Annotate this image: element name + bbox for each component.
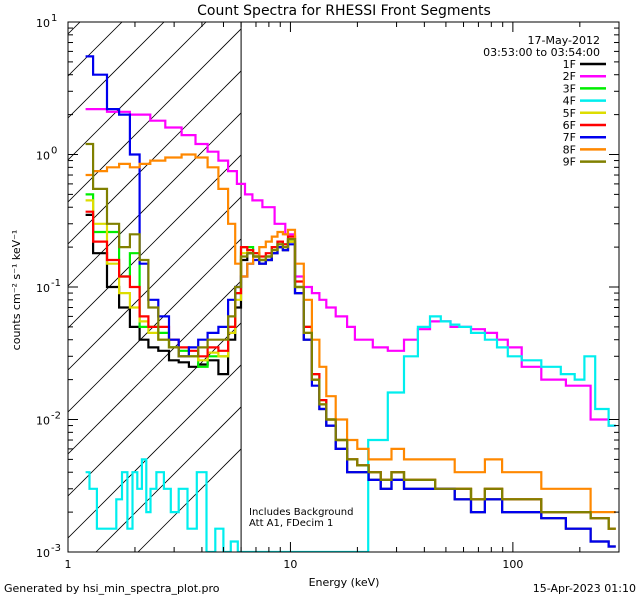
hatch-line	[68, 28, 242, 203]
y-tick-exponent: 1	[51, 13, 57, 24]
y-tick-base: 10	[36, 415, 50, 428]
y-tick-exponent: 0	[51, 146, 57, 157]
legend-entry-8f: 8F	[563, 143, 606, 156]
legend: 17-May-2012 03:53:00 to 03:54:00 1F2F3F4…	[483, 34, 606, 169]
y-tick-exponent: -3	[51, 543, 61, 554]
legend-entry-7f: 7F	[563, 131, 606, 144]
x-tick-label: 100	[502, 558, 523, 571]
legend-label: 6F	[563, 119, 576, 132]
attenuated-region-hatch	[68, 22, 242, 552]
hatch-line	[68, 22, 207, 161]
x-tick-labels: 1 10 100	[65, 558, 524, 571]
legend-label: 3F	[563, 82, 576, 95]
y-tick-exponent: -1	[51, 278, 61, 289]
hatch-line	[68, 112, 242, 287]
hatch-line	[68, 238, 242, 413]
legend-label: 9F	[563, 156, 576, 169]
legend-entry-6f: 6F	[563, 119, 606, 132]
series-6f-line	[85, 210, 616, 530]
y-tick-exponent: -2	[51, 411, 61, 422]
y-tick-base: 10	[36, 150, 50, 163]
legend-label: 8F	[563, 143, 576, 156]
legend-label: 1F	[563, 58, 576, 71]
legend-entry-9f: 9F	[563, 156, 606, 169]
legend-entry-1f: 1F	[563, 58, 606, 71]
series-layer	[85, 55, 616, 552]
y-tick-label: 10 -1	[36, 278, 61, 295]
y-tick-label: 10 0	[36, 146, 57, 163]
series-5f-line	[85, 199, 616, 530]
series-8f-line	[85, 153, 616, 514]
y-tick-base: 10	[36, 547, 50, 560]
axis-ticks	[67, 21, 620, 553]
series-2f-line	[85, 108, 616, 427]
legend-label: 4F	[563, 95, 576, 108]
hatch-line	[68, 196, 242, 371]
hatch-line	[68, 70, 242, 245]
y-tick-base: 10	[36, 17, 50, 30]
x-tick-label: 10	[283, 558, 297, 571]
legend-label: 2F	[563, 70, 576, 83]
series-3f-line	[85, 193, 616, 530]
series-9f-line	[85, 142, 616, 530]
legend-time-range: 03:53:00 to 03:54:00	[483, 46, 600, 59]
y-axis-label: counts cm⁻² s⁻¹ keV⁻¹	[10, 230, 23, 351]
y-tick-label: 10 -3	[36, 543, 61, 560]
y-tick-label: 10 1	[36, 13, 57, 30]
x-tick-label: 1	[65, 558, 72, 571]
annotation-attenuator: Att A1, FDecim 1	[249, 518, 333, 529]
y-tick-label: 10 -2	[36, 411, 61, 428]
chart-title: Count Spectra for RHESSI Front Segments	[197, 3, 491, 19]
legend-entry-2f: 2F	[563, 70, 606, 83]
x-axis-label: Energy (keV)	[309, 576, 380, 589]
y-tick-base: 10	[36, 282, 50, 295]
hatch-line	[68, 322, 242, 497]
hatch-line	[68, 364, 242, 539]
legend-entry-5f: 5F	[563, 107, 606, 120]
series-7f-line	[85, 55, 616, 548]
series-4f-line	[85, 315, 616, 552]
hatch-line	[95, 406, 242, 552]
footer-generated-by: Generated by hsi_min_spectra_plot.pro	[4, 582, 220, 595]
legend-date: 17-May-2012	[528, 34, 600, 47]
legend-label: 5F	[563, 107, 576, 120]
hatch-line	[68, 154, 242, 329]
legend-label: 7F	[563, 131, 576, 144]
hatch-line	[68, 280, 242, 455]
legend-entry-3f: 3F	[563, 82, 606, 95]
legend-entry-4f: 4F	[563, 95, 606, 108]
annotation-background: Includes Background	[249, 507, 353, 518]
hatch-line	[137, 448, 242, 552]
footer-timestamp: 15-Apr-2023 01:10	[532, 582, 636, 595]
series-1f-line	[85, 213, 616, 548]
